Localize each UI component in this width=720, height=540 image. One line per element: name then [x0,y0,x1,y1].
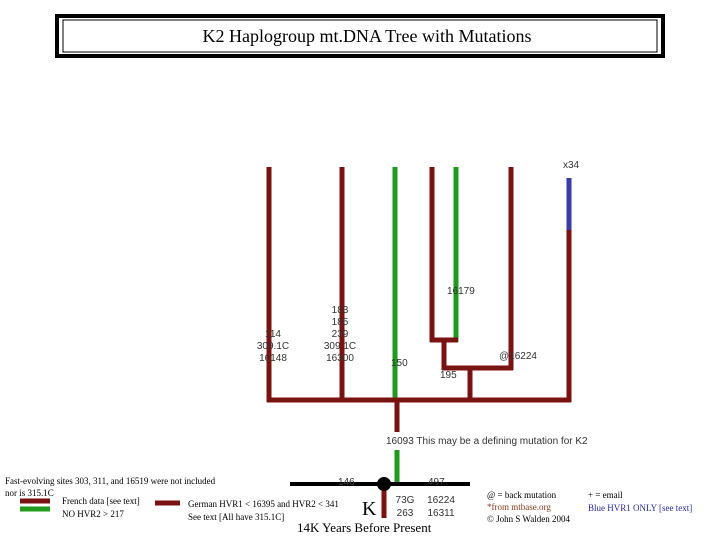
label: 185 [332,317,349,328]
label: + = email [588,490,623,500]
label: *from mtbase.org [487,502,551,512]
label: 239 [332,329,349,340]
label: K [362,498,377,520]
label: French data [see text] [62,496,140,506]
label: 183 [332,305,349,316]
label: © John S Walden 2004 [487,514,570,524]
label: x34 [563,160,580,171]
label: 309.1C [257,341,289,352]
label: 16179 [447,286,475,297]
label: 114 [265,329,281,340]
label: @ = back mutation [487,490,557,500]
title-box-inner [62,19,658,53]
label: Fast-evolving sites 303, 311, and 16519 … [5,476,216,486]
label: 497 [428,477,445,488]
label: 16300 [326,353,354,364]
tree [266,167,572,518]
label: 16311 [427,508,455,519]
label: 16148 [259,353,287,364]
label: @16224 [499,351,537,362]
title: K2 Haplogroup mt.DNA Tree with Mutations [202,26,531,46]
label: See text [All have 315.1C] [188,512,284,522]
root-node [377,477,391,491]
label: German HVR1 < 16395 and HVR2 < 341 [188,499,339,509]
label: 150 [391,358,408,369]
label: 73G [396,495,415,506]
label: 16093 This may be a defining mutation fo… [386,436,588,447]
label: 16224 [427,495,455,506]
label: 309.1C [324,341,356,352]
label: 195 [440,370,457,381]
label: 146 [338,477,355,488]
label: 263 [397,508,414,519]
timeline-label: 14K Years Before Present [297,520,432,535]
title-box [55,14,665,58]
label: Blue HVR1 ONLY [see text] [588,503,692,513]
label: nor is 315.1C [5,488,54,498]
label: NO HVR2 > 217 [62,509,124,519]
